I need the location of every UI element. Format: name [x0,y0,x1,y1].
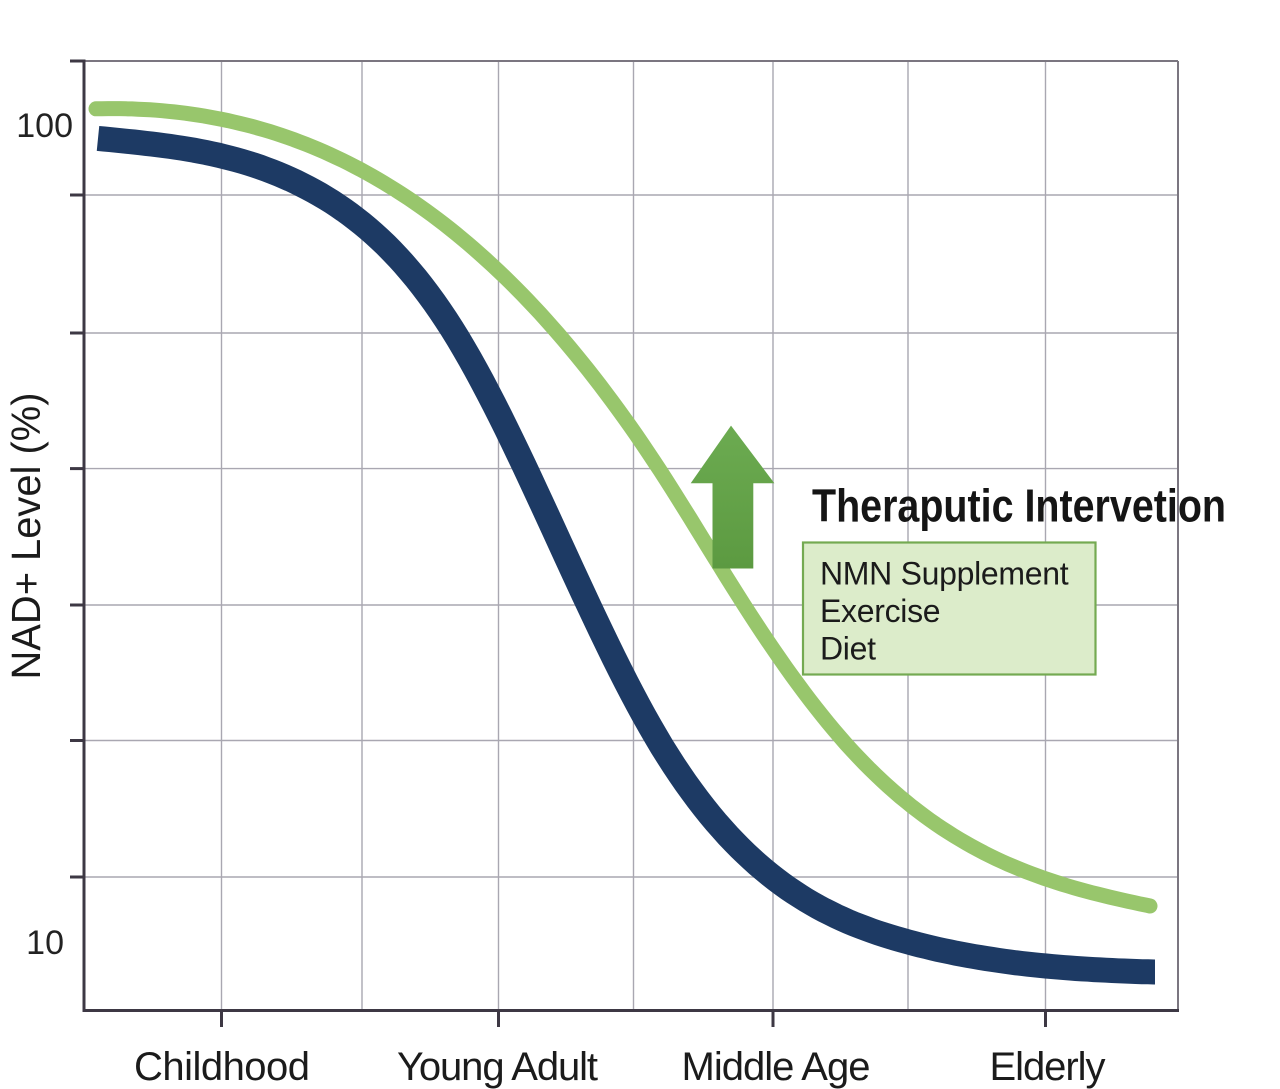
svg-text:NMN Supplement: NMN Supplement [820,556,1069,592]
svg-text:Childhood: Childhood [134,1045,310,1089]
svg-text:Theraputic Intervetion: Theraputic Intervetion [812,480,1226,532]
svg-text:Diet: Diet [820,631,876,667]
svg-text:Elderly: Elderly [990,1045,1106,1089]
svg-text:Young Adult: Young Adult [397,1045,598,1089]
svg-text:Middle Age: Middle Age [682,1045,871,1089]
svg-text:NAD+ Level (%): NAD+ Level (%) [3,393,49,680]
svg-text:Exercise: Exercise [820,593,940,629]
svg-text:10: 10 [26,924,64,962]
svg-text:100: 100 [16,107,73,145]
